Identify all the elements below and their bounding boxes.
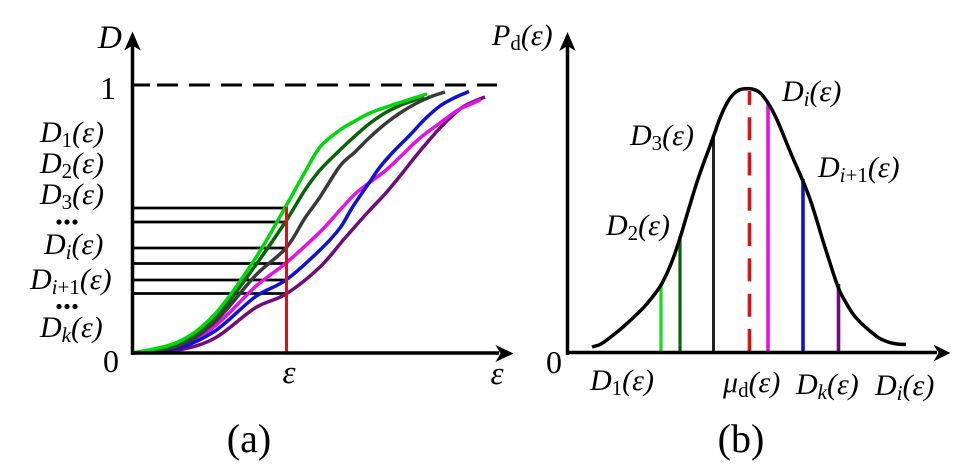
svg-text:Pd(ε): Pd(ε)	[491, 19, 553, 55]
svg-text:μd(ε): μd(ε)	[722, 366, 780, 402]
svg-text:D1(ε): D1(ε)	[39, 116, 104, 152]
svg-text:D: D	[97, 20, 122, 56]
svg-text:ε: ε	[282, 355, 295, 391]
svg-text:0: 0	[103, 343, 119, 379]
svg-text:D1(ε): D1(ε)	[589, 364, 654, 400]
svg-text:D2(ε): D2(ε)	[39, 147, 104, 183]
svg-text:D3(ε): D3(ε)	[629, 119, 694, 155]
svg-text:Di(ε): Di(ε)	[781, 75, 841, 111]
svg-text:Di(ε): Di(ε)	[874, 369, 934, 405]
svg-text:(b): (b)	[718, 416, 765, 461]
svg-text:Di+1(ε): Di+1(ε)	[29, 263, 112, 299]
svg-text:0: 0	[546, 344, 562, 380]
svg-text:Dk(ε): Dk(ε)	[795, 368, 859, 404]
svg-text:Di(ε): Di(ε)	[43, 228, 103, 264]
svg-text:1: 1	[100, 70, 116, 106]
svg-text:D3(ε): D3(ε)	[39, 178, 104, 214]
svg-text:(a): (a)	[227, 416, 271, 461]
svg-text:D2(ε): D2(ε)	[605, 209, 670, 245]
svg-text:ε: ε	[490, 356, 503, 392]
svg-text:Dk(ε): Dk(ε)	[39, 311, 103, 347]
